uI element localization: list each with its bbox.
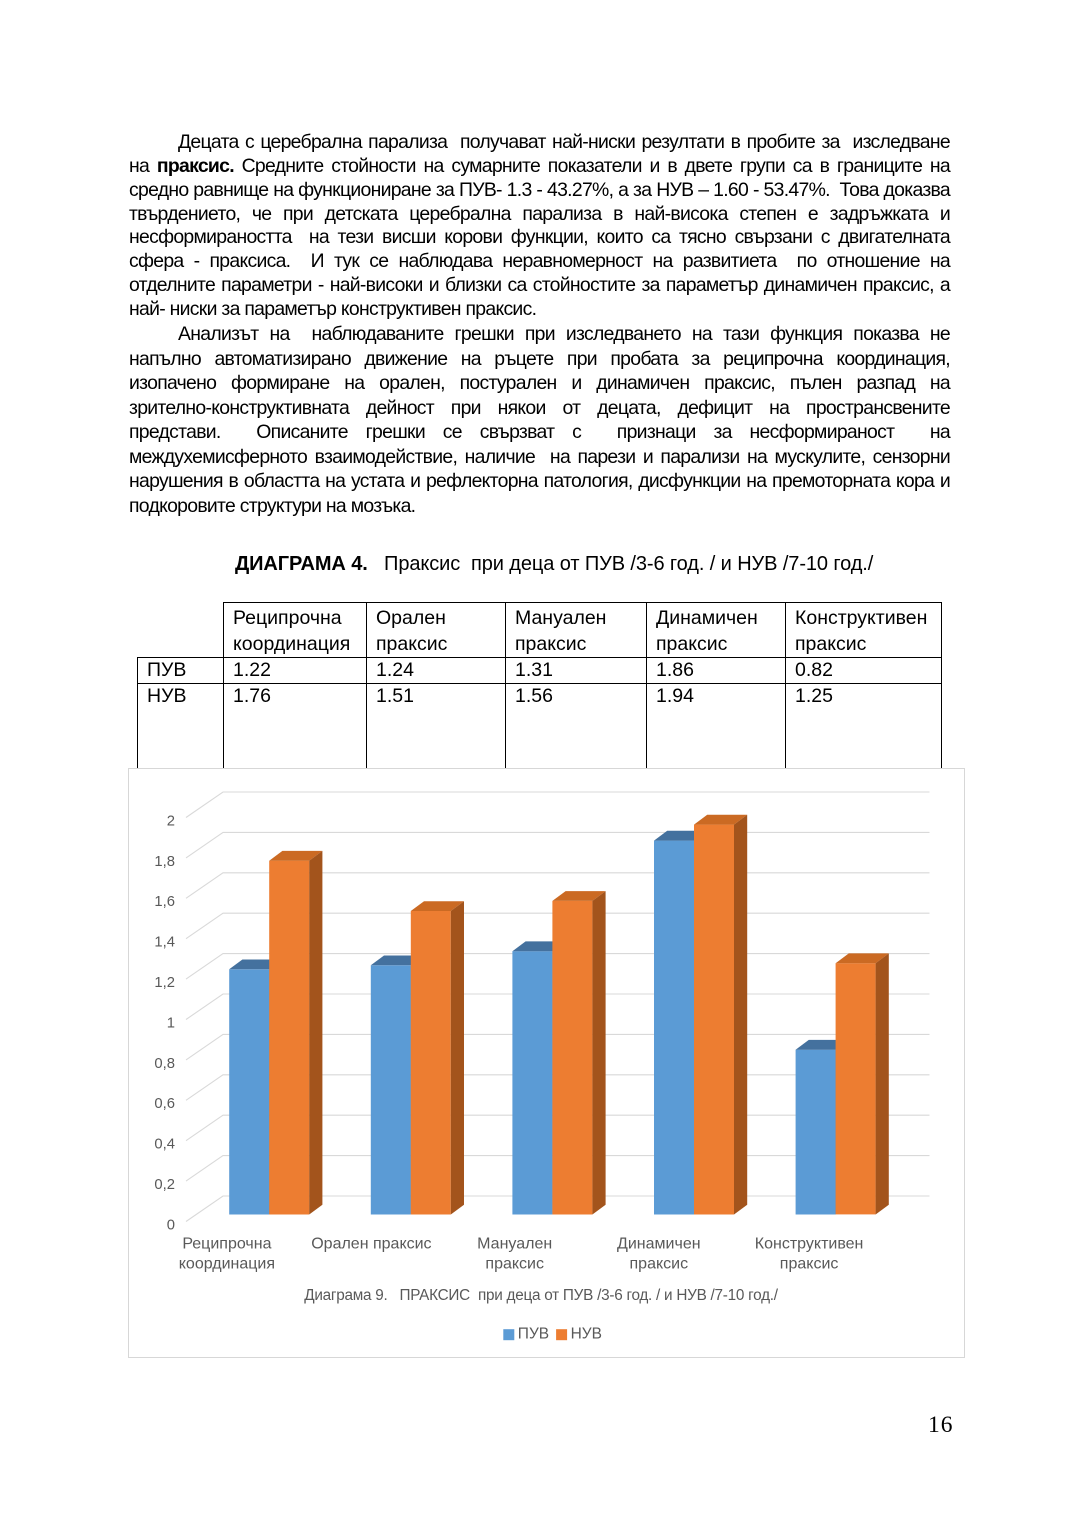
svg-text:Реципрочна: Реципрочна [182, 1235, 271, 1252]
svg-text:0,4: 0,4 [154, 1137, 175, 1153]
svg-text:праксис: праксис [485, 1255, 544, 1272]
svg-text:ПУВ: ПУВ [518, 1326, 549, 1343]
svg-text:1: 1 [167, 1015, 175, 1031]
svg-text:Динамичен: Динамичен [617, 1235, 701, 1252]
svg-text:праксис: праксис [630, 1255, 689, 1272]
svg-text:Конструктивен: Конструктивен [755, 1235, 864, 1252]
svg-text:координация: координация [179, 1255, 275, 1272]
svg-text:1,8: 1,8 [154, 854, 175, 870]
svg-text:1,2: 1,2 [154, 975, 175, 991]
svg-text:0,2: 0,2 [154, 1177, 175, 1193]
svg-text:праксис: праксис [780, 1255, 839, 1272]
svg-text:0: 0 [167, 1217, 175, 1233]
svg-text:1,4: 1,4 [154, 935, 175, 951]
svg-text:Орален праксис: Орален праксис [311, 1235, 431, 1252]
svg-text:2: 2 [167, 813, 175, 829]
svg-text:0,8: 0,8 [154, 1056, 175, 1072]
svg-text:0,6: 0,6 [154, 1096, 175, 1112]
svg-text:НУВ: НУВ [571, 1326, 602, 1343]
svg-text:1,6: 1,6 [154, 894, 175, 910]
svg-text:Диаграма 9. ПРАКСИС при дец: Диаграма 9. ПРАКСИС при деца от ПУВ /3-6… [304, 1287, 779, 1304]
svg-text:Мануален: Мануален [477, 1235, 552, 1252]
